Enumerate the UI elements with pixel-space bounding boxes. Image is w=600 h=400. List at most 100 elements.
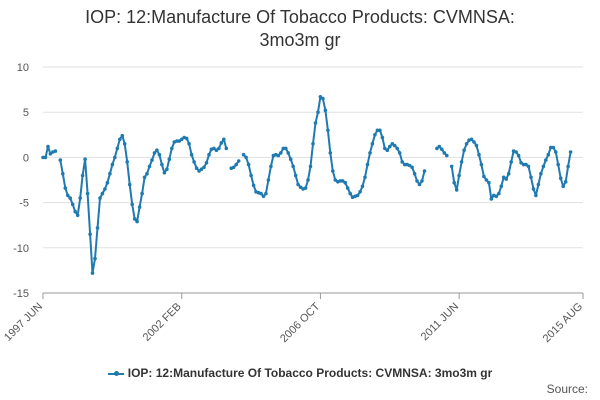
data-point[interactable] — [383, 146, 387, 151]
data-point[interactable] — [75, 213, 80, 218]
data-point[interactable] — [224, 146, 229, 151]
data-point[interactable] — [365, 162, 370, 167]
data-point[interactable] — [546, 152, 551, 157]
data-point[interactable] — [420, 179, 424, 183]
data-point[interactable] — [127, 182, 132, 187]
data-point[interactable] — [454, 188, 459, 192]
data-point[interactable] — [509, 160, 513, 164]
data-point[interactable] — [306, 178, 310, 182]
data-point[interactable] — [246, 162, 251, 167]
data-point[interactable] — [214, 148, 219, 152]
data-point[interactable] — [140, 191, 144, 196]
data-point[interactable] — [489, 197, 494, 201]
data-point[interactable] — [202, 165, 206, 170]
data-point[interactable] — [501, 175, 506, 180]
data-point[interactable] — [70, 202, 75, 207]
data-point[interactable] — [524, 162, 528, 167]
data-point[interactable] — [207, 152, 211, 157]
data-point[interactable] — [499, 184, 504, 189]
data-point[interactable] — [497, 191, 501, 196]
data-point[interactable] — [95, 226, 100, 230]
data-point[interactable] — [160, 162, 164, 167]
data-point[interactable] — [41, 155, 45, 160]
data-point[interactable] — [506, 171, 511, 176]
data-point[interactable] — [514, 150, 518, 154]
data-point[interactable] — [407, 163, 412, 168]
data-point[interactable] — [98, 196, 102, 200]
data-point[interactable] — [284, 146, 288, 151]
data-point[interactable] — [155, 148, 159, 152]
data-point[interactable] — [286, 151, 291, 155]
data-point[interactable] — [479, 162, 484, 167]
data-point[interactable] — [472, 140, 476, 144]
data-point[interactable] — [145, 171, 149, 176]
data-point[interactable] — [165, 167, 169, 171]
data-point[interactable] — [549, 145, 553, 150]
data-point[interactable] — [251, 183, 256, 188]
data-point[interactable] — [392, 143, 397, 148]
data-point[interactable] — [452, 180, 457, 185]
data-point[interactable] — [66, 193, 70, 198]
data-point[interactable] — [170, 146, 174, 151]
data-point[interactable] — [536, 182, 541, 187]
data-point[interactable] — [400, 160, 405, 164]
data-point[interactable] — [105, 180, 110, 185]
data-point[interactable] — [103, 187, 107, 191]
data-point[interactable] — [266, 178, 271, 182]
data-point[interactable] — [61, 171, 65, 176]
data-point[interactable] — [43, 155, 48, 160]
data-point[interactable] — [137, 205, 142, 209]
data-point[interactable] — [152, 151, 157, 155]
data-point[interactable] — [340, 179, 345, 183]
data-point[interactable] — [194, 166, 199, 170]
data-point[interactable] — [422, 169, 427, 173]
data-point[interactable] — [442, 151, 447, 155]
data-point[interactable] — [338, 179, 343, 183]
data-point[interactable] — [68, 196, 72, 200]
data-point[interactable] — [162, 171, 167, 175]
data-point[interactable] — [78, 196, 82, 200]
data-point[interactable] — [360, 184, 365, 189]
data-point[interactable] — [167, 157, 172, 161]
data-point[interactable] — [333, 178, 338, 182]
data-point[interactable] — [157, 152, 162, 157]
data-point[interactable] — [534, 193, 538, 198]
data-point[interactable] — [474, 143, 479, 148]
data-point[interactable] — [100, 191, 105, 196]
data-point[interactable] — [48, 152, 53, 156]
data-point[interactable] — [440, 147, 444, 152]
data-point[interactable] — [120, 133, 125, 138]
data-point[interactable] — [88, 232, 92, 236]
data-point[interactable] — [459, 160, 464, 164]
data-point[interactable] — [58, 158, 63, 162]
data-point[interactable] — [261, 194, 266, 199]
data-point[interactable] — [469, 137, 474, 142]
data-point[interactable] — [380, 135, 385, 140]
data-point[interactable] — [150, 158, 154, 162]
data-point[interactable] — [219, 141, 224, 145]
data-point[interactable] — [484, 178, 489, 182]
data-point[interactable] — [326, 128, 330, 133]
data-point[interactable] — [293, 173, 298, 178]
data-point[interactable] — [179, 137, 184, 142]
data-point[interactable] — [504, 177, 509, 181]
data-point[interactable] — [264, 191, 268, 196]
data-point[interactable] — [563, 180, 568, 184]
data-point[interactable] — [73, 209, 77, 214]
data-point[interactable] — [115, 146, 120, 151]
data-point[interactable] — [343, 180, 348, 185]
data-point[interactable] — [388, 144, 392, 149]
data-point[interactable] — [199, 167, 204, 171]
data-point[interactable] — [544, 158, 548, 162]
data-point[interactable] — [516, 153, 521, 158]
data-point[interactable] — [370, 142, 375, 146]
data-point[interactable] — [288, 157, 293, 161]
data-point[interactable] — [331, 169, 335, 173]
data-point[interactable] — [291, 164, 296, 169]
data-point[interactable] — [281, 146, 286, 151]
data-point[interactable] — [46, 144, 50, 149]
data-point[interactable] — [368, 151, 372, 155]
data-point[interactable] — [296, 182, 300, 187]
data-point[interactable] — [303, 186, 308, 190]
data-point[interactable] — [276, 153, 281, 158]
